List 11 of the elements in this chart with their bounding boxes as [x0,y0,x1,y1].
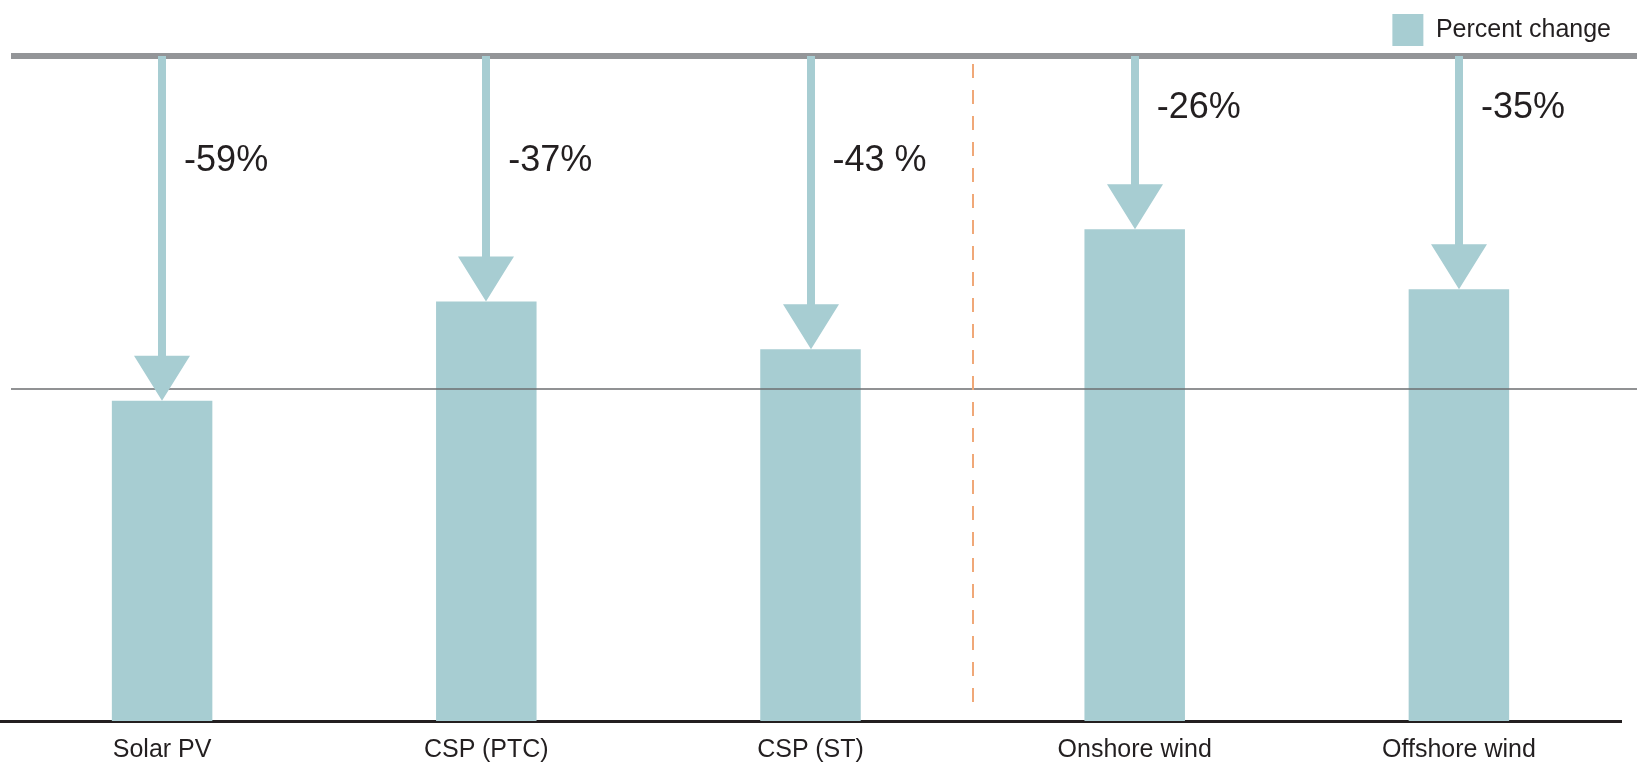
text: -37% [508,137,593,179]
x-tick-label: CSP (PTC) [424,733,549,762]
x-tick-label: Solar PV [112,733,212,762]
text: -35% [1480,84,1565,126]
text: -59% [184,137,269,179]
x-tick-label: Onshore wind [1057,733,1212,762]
text: -26% [1156,84,1241,126]
legend-label: Percent change [1435,13,1611,42]
text: -43 % [832,137,927,179]
x-tick-label: Offshore wind [1382,733,1536,762]
x-tick-label: CSP (ST) [757,733,864,762]
